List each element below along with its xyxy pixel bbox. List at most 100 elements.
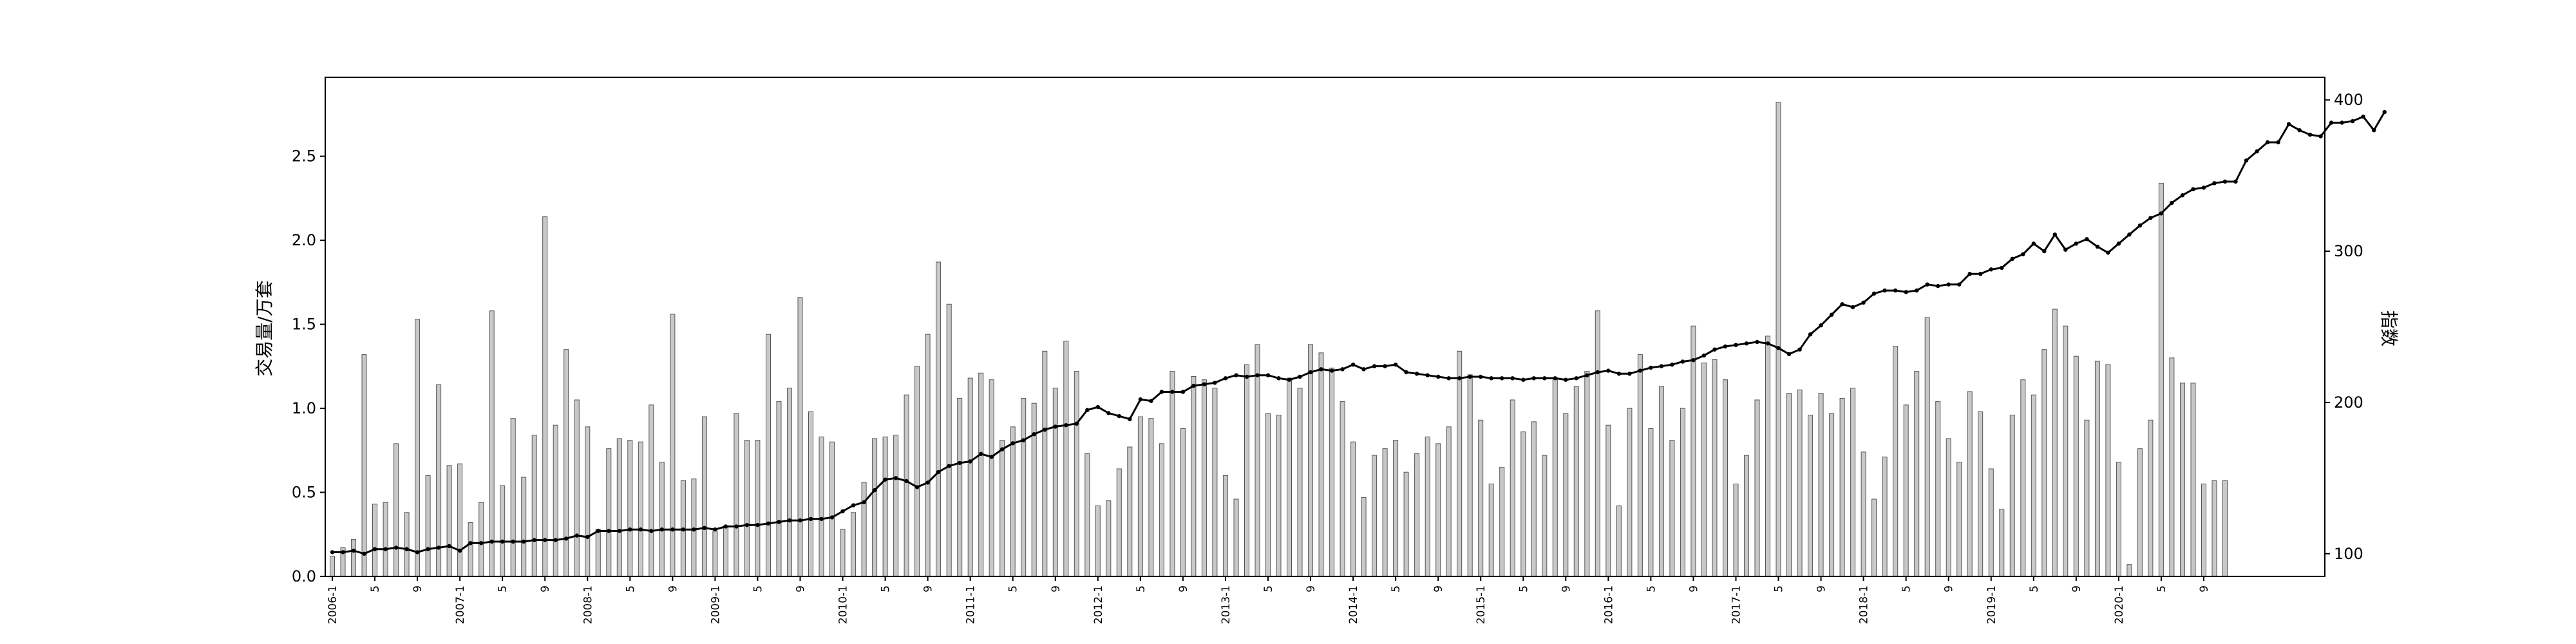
line-point <box>1265 373 1271 377</box>
bar <box>595 529 601 577</box>
bar <box>1042 350 1048 577</box>
line-point <box>1606 368 1611 373</box>
bar <box>1010 426 1016 577</box>
bar <box>1637 354 1643 577</box>
line-point <box>1542 376 1547 381</box>
bar <box>1457 350 1463 577</box>
line-point <box>2106 251 2110 255</box>
bar <box>2084 419 2090 577</box>
bar <box>1148 418 1154 577</box>
line-point <box>2297 128 2302 133</box>
bar <box>1488 484 1494 577</box>
line-point <box>1202 382 1207 386</box>
bar <box>1159 443 1164 577</box>
line-point <box>1361 367 1366 372</box>
x-tick-label: 9 <box>1815 585 1828 592</box>
bar <box>659 462 665 577</box>
line-point <box>468 541 473 545</box>
line-point <box>1850 305 1855 310</box>
line-point <box>2191 187 2195 191</box>
line-point <box>1967 272 1972 276</box>
bar <box>1754 399 1760 577</box>
x-tick-label: 9 <box>2198 585 2211 592</box>
x-tick-label: 9 <box>1687 585 1700 592</box>
line-point <box>596 529 600 533</box>
bar <box>616 438 622 577</box>
bar <box>1573 386 1579 577</box>
line-point <box>1946 282 1951 287</box>
x-tick-label: 2008-1 <box>582 585 594 624</box>
bar <box>1786 393 1792 577</box>
line-point <box>979 451 983 456</box>
bar <box>1255 344 1260 577</box>
line-point <box>574 533 579 538</box>
bar <box>1733 484 1739 577</box>
bar <box>1446 426 1452 577</box>
line-point <box>1882 288 1887 293</box>
line-point <box>2340 120 2344 125</box>
bar <box>1839 397 1845 577</box>
bar <box>1893 346 1899 577</box>
bar <box>2190 383 2196 577</box>
bar <box>1956 462 1962 577</box>
bar <box>1170 371 1175 577</box>
line-point <box>1521 377 1526 382</box>
line-point <box>2222 179 2228 184</box>
bar <box>1435 443 1441 577</box>
line-point <box>2063 247 2068 252</box>
bar <box>2148 419 2154 577</box>
right-y-tick-label: 300 <box>2334 242 2363 260</box>
line-point <box>1680 359 1685 364</box>
bar <box>1765 336 1770 577</box>
line-markers <box>330 109 2387 556</box>
bar <box>531 435 537 577</box>
bar <box>1690 325 1696 577</box>
bar <box>840 529 846 577</box>
line-point <box>1989 267 1993 272</box>
bar <box>1467 374 1473 577</box>
bar <box>851 512 857 577</box>
line-point <box>904 478 909 484</box>
bar <box>1552 377 1558 577</box>
line-point <box>2159 211 2164 216</box>
line-point <box>1000 447 1005 451</box>
line-point <box>1234 373 1238 377</box>
line-point <box>1468 374 1472 379</box>
bar <box>946 303 952 577</box>
bar <box>1563 413 1569 577</box>
bar <box>2073 355 2079 577</box>
bar <box>1850 388 1856 577</box>
line-point <box>2180 193 2185 198</box>
bar <box>1084 453 1090 577</box>
bar <box>2094 361 2100 577</box>
x-tick-label: 2013-1 <box>1220 585 1233 624</box>
x-tick-label: 2014-1 <box>1347 585 1360 624</box>
line-point <box>2052 232 2057 237</box>
line-point <box>2372 128 2376 133</box>
line-point <box>851 503 856 507</box>
line-point <box>383 547 388 551</box>
bar <box>1244 364 1249 577</box>
x-tick-label: 2017-1 <box>1730 585 1743 624</box>
line-point <box>415 550 420 554</box>
left-y-axis: 0.0 0.5 1.0 1.5 2.0 2.5 <box>292 147 325 585</box>
bar <box>1914 371 1920 577</box>
line-point <box>1957 282 1962 287</box>
bar <box>1616 505 1622 577</box>
line-point <box>872 488 877 493</box>
bar <box>1201 379 1207 577</box>
line-point <box>893 476 898 480</box>
bar <box>2222 480 2228 577</box>
bar <box>797 297 803 577</box>
bar <box>478 502 484 577</box>
line-point <box>840 509 845 514</box>
line-point <box>958 460 962 466</box>
bar <box>1797 389 1803 577</box>
line-point <box>1329 368 1334 373</box>
line-point <box>2201 185 2206 190</box>
line-point <box>553 538 558 542</box>
line-point <box>1701 353 1707 358</box>
line-point <box>1425 373 1430 377</box>
line-point <box>798 518 802 523</box>
bar <box>2052 308 2058 577</box>
